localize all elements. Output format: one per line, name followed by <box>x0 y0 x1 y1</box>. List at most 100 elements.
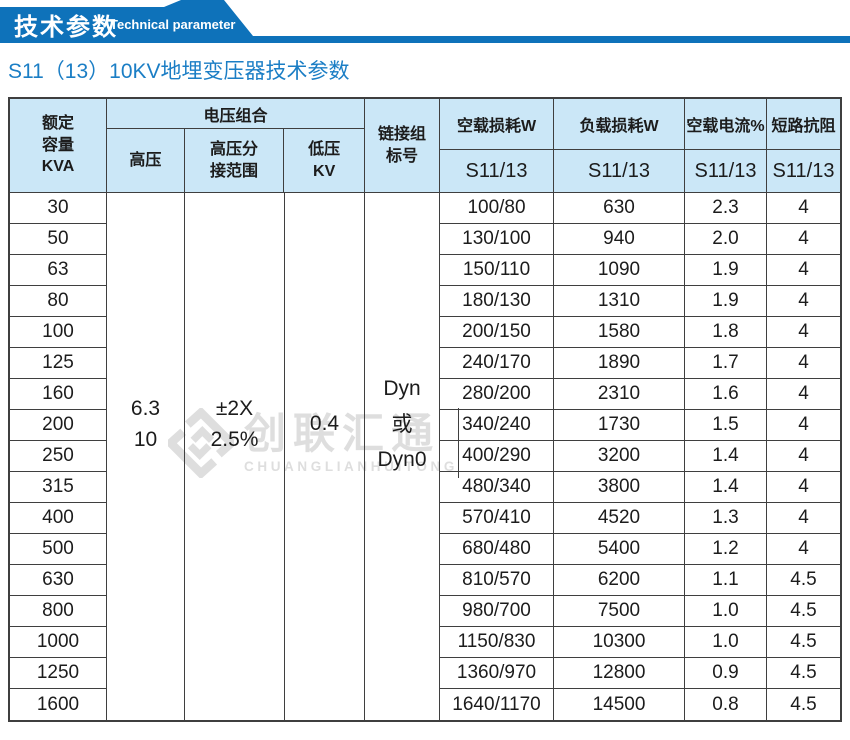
cell-impedance: 4 <box>767 286 840 317</box>
header-voltage-combination: 电压组合 <box>107 99 364 129</box>
parameters-table: 额定 容量 KVA 电压组合 高压 高压分 接范围 低压 KV 链接组 标号 空… <box>8 97 842 722</box>
header-short-circuit-impedance-model: S11/13 <box>772 159 835 182</box>
column-no-load-current: 2.3 2.0 1.9 1.9 1.8 1.7 1.6 1.5 1.4 1.4 1.3 1.2 1.1 1… <box>685 193 767 720</box>
cell-no-load-loss: 150/110 <box>440 255 553 286</box>
cell-kva: 1250 <box>10 658 106 689</box>
cell-impedance: 4 <box>767 193 840 224</box>
table-header: 额定 容量 KVA 电压组合 高压 高压分 接范围 低压 KV 链接组 标号 空… <box>10 99 840 193</box>
header-no-load-loss-group: 空载损耗W S11/13 <box>440 99 554 192</box>
cell-no-load-loss: 680/480 <box>440 534 553 565</box>
cell-load-loss: 1890 <box>554 348 684 379</box>
cell-impedance: 4 <box>767 379 840 410</box>
header-hv-tap-range: 高压分 接范围 <box>185 129 285 192</box>
cell-current: 0.8 <box>712 693 739 715</box>
cell-impedance: 4 <box>767 472 840 503</box>
header-no-load-current: 空载电流% <box>685 99 766 150</box>
header-load-loss-model: S11/13 <box>588 159 650 182</box>
cell-no-load-loss: 480/340 <box>440 472 553 503</box>
cell-no-load-loss: 980/700 <box>440 596 553 627</box>
cell-kva: 400 <box>10 503 106 534</box>
cell-link-group-merged: Dyn 或 Dyn0 <box>365 193 440 720</box>
cell-current: 0.9 <box>685 658 766 689</box>
cell-load-loss: 10300 <box>554 627 684 658</box>
cell-impedance: 4 <box>767 255 840 286</box>
cell-load-loss: 1730 <box>554 410 684 441</box>
cell-load-loss: 6200 <box>554 565 684 596</box>
cell-current: 1.8 <box>685 317 766 348</box>
cell-current: 1.6 <box>685 379 766 410</box>
header-link-group: 链接组 标号 <box>365 99 440 192</box>
cell-current: 1.0 <box>685 627 766 658</box>
column-load-loss: 630 940 1090 1310 1580 1890 2310 1730 3200 3800 45… <box>554 193 685 720</box>
header-lv: 低压 KV <box>308 140 341 180</box>
cell-load-loss: 14500 <box>592 693 646 715</box>
cell-hv-merged: 6.3 10 <box>107 193 185 720</box>
header-load-loss-group: 负载损耗W S11/13 <box>554 99 685 192</box>
cell-lv-merged: 0.4 <box>285 193 365 720</box>
cell-no-load-loss: 1150/830 <box>440 627 553 658</box>
header-short-circuit-impedance-group: 短路抗阻 S11/13 <box>767 99 840 192</box>
cell-current: 1.2 <box>685 534 766 565</box>
cell-kva: 1600 <box>36 693 80 715</box>
header-no-load-current-model: S11/13 <box>694 159 757 182</box>
cell-current: 1.7 <box>685 348 766 379</box>
cell-load-loss: 12800 <box>554 658 684 689</box>
cell-load-loss: 4520 <box>554 503 684 534</box>
cell-kva: 500 <box>10 534 106 565</box>
cell-kva: 800 <box>10 596 106 627</box>
banner-title: 技术参数 <box>14 14 118 41</box>
cell-kva: 63 <box>10 255 106 286</box>
cell-kva: 50 <box>10 224 106 255</box>
cell-impedance: 4 <box>767 534 840 565</box>
cell-impedance: 4.5 <box>767 627 840 658</box>
header-load-loss: 负载损耗W <box>554 99 684 150</box>
cell-current: 1.1 <box>685 565 766 596</box>
cell-current: 1.5 <box>685 410 766 441</box>
column-rated-capacity: 30 50 63 80 100 125 160 200 250 315 400 500 630 800 10… <box>10 193 107 720</box>
cell-kva: 250 <box>10 441 106 472</box>
column-no-load-loss: 100/80 130/100 150/110 180/130 200/150 240/17… <box>440 193 554 720</box>
cell-no-load-loss: 180/130 <box>440 286 553 317</box>
cell-kva: 160 <box>10 379 106 410</box>
cell-no-load-loss: 400/290 <box>440 441 553 472</box>
cell-current: 2.3 <box>685 193 766 224</box>
header-no-load-loss-model: S11/13 <box>465 159 528 182</box>
cell-impedance: 4 <box>767 503 840 534</box>
cell-impedance: 4 <box>767 317 840 348</box>
cell-load-loss: 1310 <box>554 286 684 317</box>
cell-current: 1.4 <box>685 441 766 472</box>
cell-no-load-loss: 280/200 <box>440 379 553 410</box>
cell-kva: 1000 <box>10 627 106 658</box>
table-body: 创联汇通 CHUANGLIANHUITONG 30 50 63 80 100 125 160… <box>10 193 840 720</box>
cell-kva: 100 <box>10 317 106 348</box>
cell-no-load-loss: 570/410 <box>440 503 553 534</box>
cell-load-loss: 7500 <box>554 596 684 627</box>
cell-current: 2.0 <box>685 224 766 255</box>
header-voltage-group: 电压组合 高压 高压分 接范围 低压 KV <box>107 99 365 192</box>
cell-impedance: 4 <box>767 441 840 472</box>
header-no-load-current-group: 空载电流% S11/13 <box>685 99 767 192</box>
column-short-circuit-impedance: 4 4 4 4 4 4 4 4 4 4 4 4 4.5 4.5 4.5 4.5 4.5 <box>767 193 840 720</box>
header-rated-capacity: 额定 容量 KVA <box>10 99 107 192</box>
cell-current: 1.9 <box>685 255 766 286</box>
cell-impedance: 4.5 <box>767 596 840 627</box>
cell-no-load-loss: 810/570 <box>440 565 553 596</box>
header-short-circuit-impedance: 短路抗阻 <box>767 99 840 150</box>
cell-no-load-loss: 240/170 <box>440 348 553 379</box>
cell-no-load-loss: 1360/970 <box>440 658 553 689</box>
cell-kva: 30 <box>10 193 106 224</box>
cell-impedance: 4.5 <box>790 693 817 715</box>
cell-load-loss: 5400 <box>554 534 684 565</box>
cell-no-load-loss: 200/150 <box>440 317 553 348</box>
page-title: S11（13）10KV地埋变压器技术参数 <box>8 60 350 83</box>
cell-current: 1.9 <box>685 286 766 317</box>
header-hv: 高压 <box>107 129 185 192</box>
cell-no-load-loss: 1640/1170 <box>452 693 541 715</box>
cell-hv-tap-merged: ±2X 2.5% <box>185 193 285 720</box>
cell-load-loss: 1580 <box>554 317 684 348</box>
cell-load-loss: 2310 <box>554 379 684 410</box>
header-no-load-loss: 空载损耗W <box>440 99 553 150</box>
cell-impedance: 4.5 <box>767 565 840 596</box>
cell-impedance: 4 <box>767 410 840 441</box>
cell-no-load-loss: 340/240 <box>440 410 553 441</box>
